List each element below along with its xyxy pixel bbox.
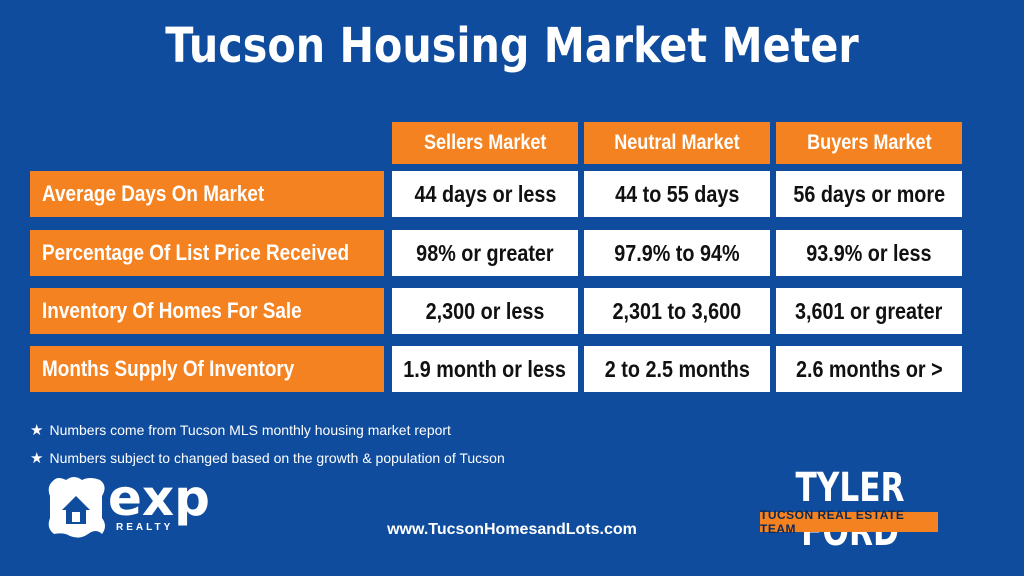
table-cell: 93.9% or less [776,230,962,276]
tyler-ford-logo: TYLER FORD TUCSON REAL ESTATE TEAM [758,466,942,554]
cell-text: 44 to 55 days [614,180,740,207]
cell-text: 97.9% to 94% [614,239,740,266]
header-label: Neutral Market [614,131,740,154]
cell-text: 2.6 months or > [795,355,943,382]
exp-realty-logo: exp REALTY [44,469,224,542]
cell-text: 44 days or less [414,180,556,207]
footnote-text: Numbers come from Tucson MLS monthly hou… [49,422,451,438]
table-cell: 98% or greater [392,230,578,276]
table-cell: 97.9% to 94% [584,230,770,276]
header-label: Sellers Market [423,131,547,154]
agent-tagline: TUCSON REAL ESTATE TEAM [760,508,938,536]
header-label: Buyers Market [806,131,932,154]
footnote-text: Numbers subject to changed based on the … [49,450,505,466]
row-label-text: Percentage Of List Price Received [42,240,350,265]
row-label-text: Inventory Of Homes For Sale [42,298,302,323]
website-link[interactable]: www.TucsonHomesandLots.com [387,521,637,538]
table-cell: 2 to 2.5 months [584,346,770,392]
table-cell: 1.9 month or less [392,346,578,392]
cell-text: 98% or greater [416,239,554,266]
cell-text: 56 days or more [793,180,945,207]
header-buyers-market: Buyers Market [776,122,962,164]
row-label-days-on-market: Average Days On Market [30,171,384,217]
footnote: ★ Numbers come from Tucson MLS monthly h… [30,416,505,444]
cell-text: 2 to 2.5 months [604,355,750,382]
table-cell: 3,601 or greater [776,288,962,334]
header-sellers-market: Sellers Market [392,122,578,164]
row-label-list-price-received: Percentage Of List Price Received [30,230,384,276]
row-label-text: Months Supply Of Inventory [42,356,295,381]
table-cell: 2,300 or less [392,288,578,334]
cell-text: 93.9% or less [806,239,932,266]
star-icon: ★ [30,450,44,467]
footnotes: ★ Numbers come from Tucson MLS monthly h… [30,416,505,472]
star-icon: ★ [30,422,44,439]
exp-subtext: REALTY [116,522,174,533]
table-cell: 44 to 55 days [584,171,770,217]
cell-text: 2,300 or less [425,297,545,324]
table-cell: 2.6 months or > [776,346,962,392]
table-cell: 56 days or more [776,171,962,217]
cell-text: 3,601 or greater [795,297,943,324]
cell-text: 2,301 to 3,600 [612,297,742,324]
page-title: Tucson Housing Market Meter [165,18,859,74]
footnote: ★ Numbers subject to changed based on th… [30,444,505,472]
row-label-inventory: Inventory Of Homes For Sale [30,288,384,334]
header-neutral-market: Neutral Market [584,122,770,164]
exp-wordmark: exp [108,469,210,527]
row-label-text: Average Days On Market [42,181,265,206]
cell-text: 1.9 month or less [403,355,567,382]
table-cell: 44 days or less [392,171,578,217]
row-label-months-supply: Months Supply Of Inventory [30,346,384,392]
table-cell: 2,301 to 3,600 [584,288,770,334]
house-icon [48,477,105,538]
